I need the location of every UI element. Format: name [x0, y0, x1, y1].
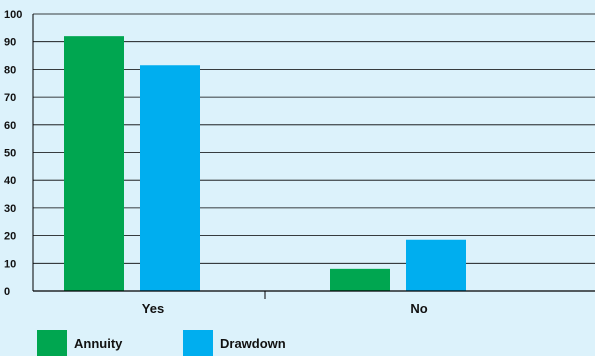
y-tick-label: 20 — [4, 231, 16, 243]
legend: Annuity Drawdown — [37, 330, 286, 356]
y-tick-label: 90 — [4, 37, 16, 49]
x-axis-category-labels: Yes No — [142, 301, 428, 316]
legend-swatch-annuity — [37, 330, 67, 356]
legend-label: Drawdown — [220, 336, 286, 351]
y-tick-label: 80 — [4, 64, 16, 76]
y-tick-label: 10 — [4, 258, 16, 270]
y-tick-label: 70 — [4, 92, 16, 104]
bar-drawdown-yes — [140, 65, 200, 292]
gridlines — [33, 13, 595, 264]
y-tick-label: 40 — [4, 175, 16, 187]
legend-label: Annuity — [74, 336, 123, 351]
y-axis-ticks: 0 10 20 30 40 50 60 70 80 90 100 — [4, 9, 22, 298]
x-category-label: No — [410, 301, 427, 316]
y-tick-label: 100 — [4, 9, 22, 21]
bars — [64, 36, 466, 292]
y-tick-label: 0 — [4, 286, 10, 298]
bar-drawdown-no — [406, 239, 466, 291]
bar-annuity-no — [330, 268, 390, 291]
y-tick-label: 60 — [4, 120, 16, 132]
y-tick-label: 50 — [4, 148, 16, 160]
legend-swatch-drawdown — [183, 330, 213, 356]
y-tick-label: 30 — [4, 203, 16, 215]
x-category-label: Yes — [142, 301, 164, 316]
bar-annuity-yes — [64, 36, 124, 291]
